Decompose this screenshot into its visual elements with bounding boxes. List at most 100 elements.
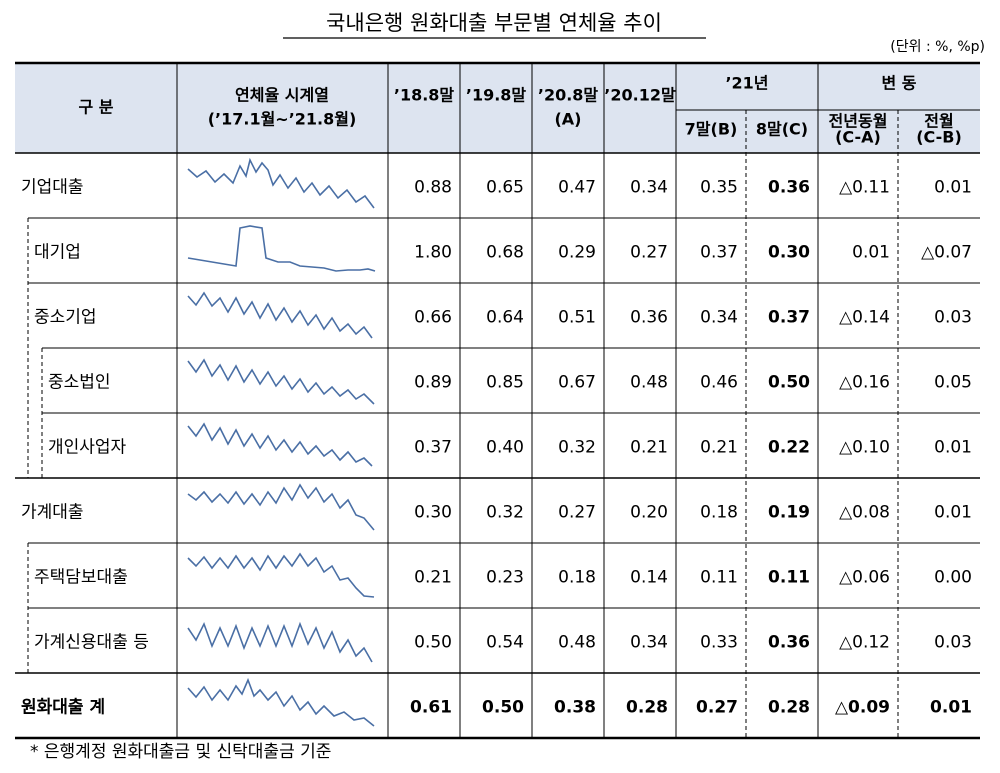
header-cell: 전월 — [924, 112, 953, 131]
cell-value: 0.35 — [700, 178, 738, 198]
cell-value: 0.28 — [626, 698, 668, 718]
row-label: 중소법인 — [48, 373, 111, 393]
unit: (단위 : %, %p) — [890, 39, 985, 55]
cell-value: 0.22 — [768, 438, 810, 458]
cell-value: 0.27 — [558, 503, 596, 523]
cell-value: 0.01 — [934, 503, 972, 523]
header-cell: 변 동 — [881, 74, 916, 93]
header-cell: (’17.1월~’21.8월) — [208, 110, 357, 129]
cell-value: 0.03 — [934, 633, 972, 653]
cell-value: 0.27 — [630, 243, 668, 263]
cell-value: 0.05 — [934, 373, 972, 393]
row-label: 개인사업자 — [48, 438, 127, 458]
header-cell: 전년동월 — [829, 112, 888, 131]
cell-value: 0.34 — [630, 178, 668, 198]
cell-value: 0.01 — [934, 438, 972, 458]
cell-value: 0.51 — [558, 308, 596, 328]
cell-value: 0.34 — [630, 633, 668, 653]
cell-value: 0.68 — [486, 243, 524, 263]
cell-value: 0.11 — [700, 568, 738, 588]
cell-value: 0.19 — [768, 503, 810, 523]
header-cell: ’21년 — [725, 74, 768, 93]
row-label: 가계신용대출 등 — [34, 633, 149, 653]
cell-value: 0.36 — [768, 633, 810, 653]
cell-value: 0.34 — [700, 308, 738, 328]
row-label: 대기업 — [34, 243, 81, 263]
cell-value: 0.64 — [486, 308, 524, 328]
cell-value: △0.07 — [921, 243, 972, 263]
cell-value: 0.66 — [414, 308, 452, 328]
cell-value: 0.18 — [700, 503, 738, 523]
cell-value: 0.01 — [934, 178, 972, 198]
cell-value: 0.36 — [768, 178, 810, 198]
cell-value: 0.46 — [700, 373, 738, 393]
header-cell: (A) — [554, 110, 581, 129]
row-label: 주택담보대출 — [34, 568, 128, 588]
cell-value: 0.01 — [930, 698, 972, 718]
header-cell: ’20.8말 — [538, 86, 599, 105]
cell-value: 0.30 — [414, 503, 452, 523]
cell-value: 0.38 — [554, 698, 596, 718]
cell-value: 0.30 — [768, 243, 810, 263]
cell-value: 0.85 — [486, 373, 524, 393]
cell-value: △0.06 — [839, 568, 890, 588]
cell-value: 0.48 — [630, 373, 668, 393]
cell-value: 0.54 — [486, 633, 524, 653]
cell-value: 0.48 — [558, 633, 596, 653]
cell-value: 0.50 — [414, 633, 452, 653]
cell-value: 0.50 — [768, 373, 810, 393]
cell-value: 0.32 — [558, 438, 596, 458]
cell-value: △0.08 — [839, 503, 890, 523]
cell-value: 0.67 — [558, 373, 596, 393]
sparkline — [187, 157, 375, 209]
header-cell: (C-B) — [916, 128, 962, 147]
header-cell: 연체율 시계열 — [235, 86, 329, 105]
cell-value: △0.09 — [835, 698, 890, 718]
cell-value: △0.12 — [839, 633, 890, 653]
sparkline — [187, 291, 373, 339]
cell-value: 0.89 — [414, 373, 452, 393]
sparkline — [187, 422, 373, 467]
cell-value: 0.14 — [630, 568, 668, 588]
cell-value: 1.80 — [414, 243, 452, 263]
cell-value: 0.21 — [414, 568, 452, 588]
cell-value: 0.18 — [558, 568, 596, 588]
cell-value: 0.37 — [414, 438, 452, 458]
cell-value: 0.00 — [934, 568, 972, 588]
sparkline — [187, 677, 375, 727]
cell-value: △0.16 — [839, 373, 890, 393]
header-cell: ’18.8말 — [394, 86, 455, 105]
sparkline — [187, 483, 375, 531]
cell-value: 0.01 — [852, 243, 890, 263]
cell-value: 0.27 — [696, 698, 738, 718]
cell-value: 0.21 — [630, 438, 668, 458]
sparkline — [187, 225, 376, 272]
row-label: 중소기업 — [34, 308, 97, 328]
header-cell: 8말(C) — [756, 120, 808, 139]
cell-value: 0.37 — [700, 243, 738, 263]
sparkline — [187, 621, 373, 663]
cell-value: 0.32 — [486, 503, 524, 523]
row-label: 가계대출 — [21, 503, 84, 523]
cell-value: 0.29 — [558, 243, 596, 263]
sparkline — [187, 552, 375, 598]
cell-value: 0.61 — [410, 698, 452, 718]
cell-value: 0.23 — [486, 568, 524, 588]
cell-value: △0.11 — [839, 178, 890, 198]
cell-value: 0.65 — [486, 178, 524, 198]
cell-value: 0.36 — [630, 308, 668, 328]
footnote: * 은행계정 원화대출금 및 신탁대출금 기준 — [30, 742, 331, 762]
cell-value: 0.03 — [934, 308, 972, 328]
cell-value: 0.21 — [700, 438, 738, 458]
cell-value: 0.47 — [558, 178, 596, 198]
header-cell: (C-A) — [835, 128, 881, 147]
sparklines — [187, 157, 376, 727]
header-cell: ’19.8말 — [466, 86, 527, 105]
row-label: 기업대출 — [21, 178, 84, 198]
header-bg — [15, 63, 980, 153]
cell-value: 0.88 — [414, 178, 452, 198]
cell-value: 0.11 — [768, 568, 810, 588]
header-cell: 구 분 — [78, 98, 113, 117]
sparkline — [187, 358, 375, 405]
